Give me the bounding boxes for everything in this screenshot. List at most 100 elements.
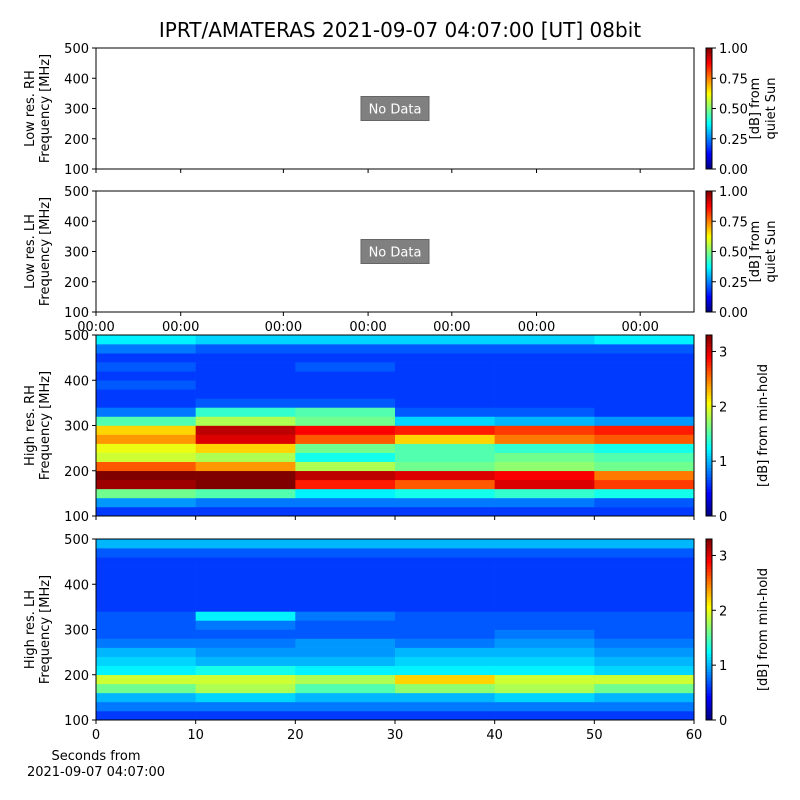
heatmap-cell: [594, 443, 695, 453]
colorbar-segment: [706, 283, 712, 287]
colorbar-segment: [706, 365, 712, 369]
colorbar-segment: [706, 104, 712, 107]
colorbar-segment: [706, 560, 712, 564]
colorbar-segment: [706, 285, 712, 289]
x-tick-label: 20: [287, 728, 304, 743]
colorbar-segment: [706, 203, 712, 206]
heatmap-cell: [494, 629, 595, 639]
heatmap-cell: [295, 335, 396, 345]
heatmap-cell: [295, 470, 396, 481]
y-tick-label: 100: [64, 163, 89, 178]
colorbar-segment: [706, 602, 712, 606]
y-axis-label: Low res. RH: [23, 70, 38, 147]
heatmap-cell: [96, 692, 196, 703]
heatmap-cell: [96, 362, 196, 372]
y-tick-label: 400: [64, 215, 89, 230]
heatmap-cell: [96, 584, 196, 594]
heatmap-cell: [395, 593, 495, 603]
y-tick-label: 100: [64, 306, 89, 321]
heatmap-cell: [96, 683, 196, 694]
y-tick-label: 300: [64, 624, 89, 639]
heatmap-cell: [594, 470, 695, 481]
heatmap-cell: [295, 593, 396, 603]
heatmap-cell: [494, 593, 595, 603]
heatmap-cell: [594, 362, 695, 372]
colorbar-segment: [706, 88, 712, 91]
heatmap-cell: [96, 647, 196, 657]
heatmap-cell: [395, 584, 495, 594]
colorbar-segment: [706, 338, 712, 342]
colorbar-segment: [706, 118, 712, 121]
heatmap-cell: [594, 344, 695, 354]
heatmap-cell: [395, 557, 495, 567]
colorbar-segment: [706, 293, 712, 297]
heatmap-cell: [395, 674, 495, 685]
heatmap-cell: [395, 344, 495, 354]
heatmap-cell: [594, 398, 695, 408]
colorbar-segment: [706, 584, 712, 588]
heatmap-cell: [395, 647, 495, 657]
heatmap-cell: [195, 398, 296, 408]
colorbar-segment: [706, 267, 712, 270]
heatmap-cell: [96, 479, 196, 490]
colorbar-segment: [706, 407, 712, 411]
colorbar-segment: [706, 74, 712, 77]
heatmap-cell: [594, 692, 695, 703]
colorbar-segment: [706, 162, 712, 166]
heatmap-cell: [295, 692, 396, 703]
heatmap-cell: [295, 539, 396, 549]
heatmap-cell: [295, 389, 396, 399]
heatmap-cell: [594, 557, 695, 567]
heatmap-cell: [594, 425, 695, 435]
heatmap-cell: [594, 584, 695, 594]
colorbar-segment: [706, 692, 712, 697]
heatmap-cell: [395, 566, 495, 576]
colorbar-segment: [706, 146, 712, 150]
colorbar-segment: [706, 707, 712, 712]
heatmap-cell: [594, 335, 695, 345]
heatmap-cell: [195, 557, 296, 567]
colorbar-segment: [706, 698, 712, 703]
heatmap-cell: [395, 371, 495, 381]
heatmap-cell: [395, 683, 495, 694]
colorbar-segment: [706, 620, 712, 624]
heatmap-cell: [494, 479, 595, 490]
colorbar-segment: [706, 291, 712, 295]
heatmap-cell: [594, 665, 695, 676]
heatmap-cell: [295, 647, 396, 657]
heatmap-cell: [494, 335, 595, 345]
heatmap-cell: [295, 701, 396, 712]
colorbar-segment: [706, 307, 712, 311]
colorbar-segment: [706, 599, 712, 603]
colorbar-segment: [706, 488, 712, 493]
heatmap-cell: [395, 620, 495, 630]
x-tick-label: 10: [187, 728, 204, 743]
heatmap-cell: [195, 611, 296, 621]
heatmap-cell: [494, 674, 595, 685]
heatmap-cell: [395, 548, 495, 558]
heatmap-cell: [395, 710, 495, 721]
colorbar-segment: [706, 108, 712, 111]
y-tick-label: 200: [64, 133, 89, 148]
heatmap-cell: [195, 548, 296, 558]
colorbar-segment: [706, 464, 712, 469]
heatmap-cell: [96, 488, 196, 499]
heatmap-cell: [96, 620, 196, 630]
colorbar-tick-label: 0.75: [719, 215, 748, 230]
colorbar-segment: [706, 191, 712, 194]
colorbar-segment: [706, 259, 712, 262]
colorbar-segment: [706, 197, 712, 200]
colorbar-segment: [706, 506, 712, 511]
colorbar-segment: [706, 217, 712, 220]
colorbar-segment: [706, 207, 712, 210]
heatmap-cell: [195, 488, 296, 499]
colorbar-segment: [706, 142, 712, 146]
colorbar-tick-label: 0: [719, 510, 727, 525]
colorbar-segment: [706, 668, 712, 673]
colorbar-segment: [706, 431, 712, 435]
heatmap-cell: [395, 497, 495, 508]
colorbar-segment: [706, 683, 712, 688]
colorbar-segment: [706, 395, 712, 399]
heatmap-cell: [195, 620, 296, 630]
colorbar-segment: [706, 485, 712, 490]
